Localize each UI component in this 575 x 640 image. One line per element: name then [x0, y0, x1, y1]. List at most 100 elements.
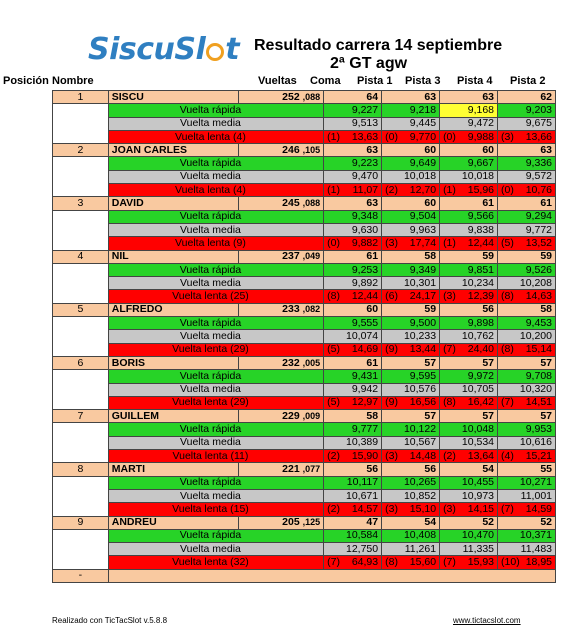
slow-lap-cell: (4) 15,21	[497, 449, 556, 464]
header-coma: Coma	[310, 75, 341, 87]
avg-lap-label: Vuelta media	[107, 435, 325, 451]
racer-position: 7	[52, 409, 109, 424]
slow-lap-label-word: Vuelta lenta	[175, 130, 231, 143]
fast-lap-label-text: Vuelta rápida	[179, 369, 242, 382]
fast-lap-row: Vuelta rápida 9,223 9,649 9,667 9,336	[52, 156, 556, 171]
slow-lap-time: 9,770	[409, 130, 437, 143]
slow-lap-label-text: Vuelta lenta (4)	[112, 130, 309, 143]
slow-lap-qty: (0)	[443, 130, 456, 143]
avg-lap-label-text: Vuelta media	[180, 170, 241, 183]
racer-position: 1	[52, 89, 109, 105]
fast-lap-label: Vuelta rápida	[107, 209, 325, 224]
avg-lap-row: Vuelta media 10,389 10,567 10,534 10,616	[52, 435, 556, 451]
fast-lap-label-text: Vuelta rápida	[179, 529, 242, 542]
slow-lap-row: Vuelta lenta (4) (1) 11,07 (2) 12,70 (1) 15,96…	[52, 183, 556, 198]
slow-lap-label: Vuelta lenta (11)	[107, 449, 325, 464]
slow-lap-label: Vuelta lenta (32)	[107, 555, 325, 570]
laps-value: 221	[282, 462, 300, 475]
slow-lap-cell: (7) 64,93	[323, 555, 383, 570]
slow-lap-qty: (0)	[501, 183, 514, 196]
track-laps: 57	[439, 409, 499, 424]
slow-lap-count: (11)	[230, 449, 249, 462]
fast-lap-row: Vuelta rápida 9,555 9,500 9,898 9,453	[52, 316, 556, 331]
fast-lap-time: 9,504	[381, 209, 441, 224]
slow-lap-time: 14,51	[525, 396, 552, 409]
racer-laps: 232 ,005	[237, 355, 325, 371]
empty-cell	[52, 396, 109, 410]
slow-lap-label-text: Vuelta lenta (4)	[112, 185, 309, 196]
fast-lap-row: Vuelta rápida 10,584 10,408 10,470 10,371	[52, 528, 556, 544]
slow-lap-cell: (5) 12,97	[323, 395, 383, 411]
slow-lap-qty: (1)	[443, 183, 456, 196]
slow-lap-cell: (9) 16,56	[381, 395, 441, 411]
results-table: 1 SISCU 252 ,088 64 63 63 62 Vuelta rápida 9,227…	[52, 89, 557, 583]
page-title: Resultado carrera 14 septiembre	[254, 37, 503, 54]
laps-value: 246	[282, 143, 300, 156]
slow-lap-qty: (7)	[443, 343, 456, 356]
avg-lap-time: 10,576	[381, 382, 441, 397]
track-laps: 64	[323, 89, 383, 105]
header-posicion: Posición	[3, 75, 49, 87]
avg-lap-label-text: Vuelta media	[180, 542, 241, 555]
empty-cell	[52, 542, 109, 556]
slow-lap-cell: (1) 11,07	[323, 183, 383, 198]
slow-lap-label-word: Vuelta lenta	[175, 183, 231, 196]
fast-lap-label-text: Vuelta rápida	[179, 103, 242, 116]
laps-value: 252	[282, 90, 300, 103]
slow-lap-count: (4)	[233, 130, 246, 143]
slow-lap-label: Vuelta lenta (4)	[107, 183, 325, 198]
avg-lap-time: 10,200	[497, 329, 556, 344]
avg-lap-label-text: Vuelta media	[180, 383, 241, 396]
slow-lap-row: Vuelta lenta (11) (2) 15,90 (3) 14,48 (2) 13,6…	[52, 449, 556, 464]
slow-lap-cell: (1) 13,63	[323, 129, 383, 145]
slow-lap-label-text: Vuelta lenta (9)	[112, 238, 309, 249]
track-laps: 61	[497, 196, 556, 211]
avg-lap-time: 12,750	[323, 542, 383, 557]
slow-lap-cell: (7) 15,93	[439, 555, 499, 570]
track-laps: 54	[439, 462, 499, 477]
slow-lap-label-word: Vuelta lenta	[172, 290, 228, 303]
slow-lap-label: Vuelta lenta (4)	[107, 129, 325, 145]
slow-lap-qty: (1)	[327, 130, 340, 143]
track-laps: 59	[497, 249, 556, 264]
slow-lap-cell: (8) 16,42	[439, 395, 499, 411]
laps-value: 237	[282, 250, 300, 263]
laps-coma: ,005	[302, 357, 321, 368]
avg-lap-time: 9,472	[439, 116, 499, 131]
racer-name: DAVID	[107, 196, 239, 211]
footer-link[interactable]: www.tictacslot.com	[453, 616, 521, 625]
slow-lap-time: 24,17	[409, 290, 437, 303]
racer-laps: 237 ,049	[237, 249, 325, 264]
slow-lap-qty: (0)	[327, 236, 340, 249]
slow-lap-cell: (1) 15,96	[439, 183, 499, 198]
slow-lap-label: Vuelta lenta (25)	[107, 289, 325, 304]
track-laps: 54	[381, 515, 441, 530]
avg-lap-label: Vuelta media	[107, 382, 325, 397]
slow-lap-time: 9,882	[351, 236, 379, 249]
slow-lap-cell: (8) 15,14	[497, 342, 556, 357]
track-laps: 57	[497, 355, 556, 371]
track-laps: 57	[439, 355, 499, 371]
slow-lap-row: Vuelta lenta (29) (5) 12,97 (9) 16,56 (8) 16,4…	[52, 395, 556, 411]
slow-lap-time: 15,14	[525, 343, 552, 356]
avg-lap-label-text: Vuelta media	[180, 276, 241, 289]
slow-lap-cell: (0) 10,76	[497, 183, 556, 198]
empty-cell	[107, 568, 557, 583]
racer-position: 4	[52, 249, 109, 264]
avg-lap-label-text: Vuelta media	[180, 436, 241, 449]
fast-lap-time: 9,972	[439, 369, 499, 384]
racer-laps: 221 ,077	[237, 462, 325, 477]
avg-lap-row: Vuelta media 9,513 9,445 9,472 9,675	[52, 116, 556, 131]
slow-lap-cell: (8) 14,63	[497, 289, 556, 304]
avg-lap-time: 10,852	[381, 488, 441, 504]
avg-lap-time: 10,233	[381, 329, 441, 344]
fast-lap-time: 9,898	[439, 316, 499, 331]
empty-cell	[52, 436, 109, 450]
slow-lap-time: 64,93	[351, 556, 379, 569]
laps-coma: ,125	[302, 517, 321, 528]
logo-o-ring-icon	[206, 43, 225, 61]
racer-name: JOAN CARLES	[107, 143, 239, 158]
empty-cell	[52, 329, 109, 344]
fast-lap-time: 9,253	[323, 262, 383, 278]
fast-lap-label: Vuelta rápida	[107, 422, 325, 437]
